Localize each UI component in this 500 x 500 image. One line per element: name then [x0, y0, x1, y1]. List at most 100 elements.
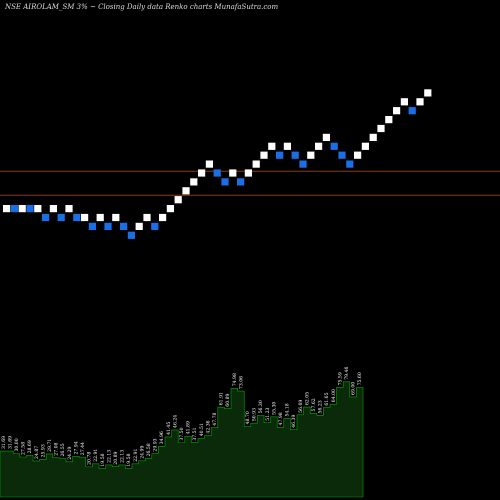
renko-brick [213, 169, 221, 177]
renko-brick [361, 142, 369, 150]
rsi-value-label: 47.78 [212, 412, 218, 425]
rsi-value-label: 56.69 [298, 400, 304, 413]
rsi-value-label: 41.45 [166, 422, 172, 435]
renko-brick [315, 142, 323, 150]
renko-brick [159, 213, 167, 222]
rsi-value-label: 30.00 [14, 438, 20, 451]
renko-brick [252, 160, 260, 168]
rsi-value-label: 19.58 [126, 453, 132, 466]
rsi-value-label: 31.69 [7, 436, 13, 449]
renko-brick [135, 222, 143, 230]
renko-brick [104, 222, 112, 230]
rsi-value-label: 79.46 [344, 367, 350, 380]
rsi-value-label: 27.08 [54, 443, 60, 456]
renko-brick [291, 151, 299, 159]
renko-brick [88, 222, 96, 230]
renko-brick [57, 213, 65, 222]
rsi-value-label: 54.18 [285, 403, 291, 416]
renko-brick [198, 169, 206, 177]
rsi-value-label: 37.51 [192, 427, 198, 440]
renko-brick [112, 213, 120, 222]
rsi-value-label: 22.13 [120, 450, 126, 463]
rsi-value-label: 27.58 [21, 442, 27, 455]
rsi-value-label: 50.93 [252, 408, 258, 421]
renko-bricks [3, 89, 432, 239]
rsi-value-label: 61.65 [324, 392, 330, 405]
renko-brick [322, 133, 330, 141]
rsi-value-label: 22.91 [133, 449, 139, 462]
renko-brick [174, 196, 182, 204]
renko-brick [354, 151, 362, 159]
rsi-area [0, 381, 364, 498]
renko-brick [369, 133, 377, 141]
rsi-value-label: 73.06 [238, 376, 244, 389]
rsi-value-label: 22.13 [106, 450, 112, 463]
renko-brick [424, 89, 432, 97]
rsi-value-label: 24.29 [67, 447, 73, 460]
renko-brick [338, 151, 346, 159]
rsi-value-label: 56.30 [258, 400, 264, 413]
rsi-value-label: 31.69 [1, 436, 7, 449]
renko-brick [42, 213, 50, 222]
renko-brick [221, 178, 229, 186]
rsi-value-label: 62.05 [304, 392, 310, 405]
renko-brick [229, 169, 237, 177]
rsi-value-label: 37.50 [179, 427, 185, 440]
rsi-value-label: 34.96 [159, 431, 165, 444]
renko-brick [120, 222, 128, 230]
chart-title: NSE AIROLAM_SM 3% ~ Closing Daily data R… [4, 3, 279, 11]
rsi-value-label: 69.00 [351, 382, 357, 395]
rsi-value-label: 75.59 [337, 372, 343, 385]
rsi-value-label: 27.94 [73, 441, 79, 454]
rsi-value-label: 51.23 [265, 407, 271, 420]
rsi-value-label: 55.30 [271, 402, 277, 415]
rsi-value-label: 20.89 [113, 451, 119, 464]
rsi-value-label: 60.89 [225, 393, 231, 406]
renko-brick [65, 205, 73, 213]
renko-brick [49, 205, 57, 213]
renko-brick [151, 222, 159, 230]
rsi-value-label: 56.23 [318, 400, 324, 413]
rsi-value-label: 46.24 [172, 415, 178, 428]
rsi-value-label: 22.91 [93, 449, 99, 462]
rsi-value-label: 61.91 [219, 392, 225, 405]
renko-brick [166, 205, 174, 213]
rsi-value-label: 24.99 [139, 446, 145, 459]
rsi-value-label: 47.98 [278, 412, 284, 425]
rsi-value-label: 74.98 [232, 373, 238, 386]
rsi-panel: 31.69 31.69 30.00 27.58 28.69 24.87 25.93 29.71… [0, 367, 364, 498]
rsi-value-label: 24.87 [34, 446, 40, 459]
renko-brick [182, 187, 190, 195]
renko-brick [416, 98, 424, 106]
renko-brick [377, 124, 385, 133]
rsi-value-label: 41.89 [186, 421, 192, 434]
renko-brick [81, 213, 89, 222]
rsi-value-label: 29.93 [153, 438, 159, 451]
renko-brick [143, 213, 151, 222]
rsi-value-label: 46.39 [291, 415, 297, 428]
renko-brick [346, 160, 354, 168]
renko-brick [73, 213, 81, 222]
renko-brick [385, 116, 393, 124]
renko-brick [276, 151, 284, 159]
renko-brick [260, 151, 268, 159]
rsi-value-label: 27.44 [80, 442, 86, 455]
renko-brick [10, 205, 18, 213]
renko-brick [3, 205, 11, 213]
renko-brick [26, 205, 34, 213]
renko-brick [283, 142, 291, 150]
renko-brick [34, 205, 42, 213]
rsi-value-label: 28.69 [27, 440, 33, 453]
rsi-value-label: 75.60 [357, 372, 363, 385]
renko-brick [18, 205, 26, 213]
rsi-value-label: 26.55 [60, 443, 66, 456]
rsi-value-label: 42.36 [205, 420, 211, 433]
renko-brick [190, 178, 198, 186]
renko-brick [299, 160, 307, 168]
rsi-value-label: 64.00 [331, 389, 337, 402]
rsi-value-label: 57.62 [311, 398, 317, 411]
renko-brick [268, 142, 276, 150]
renko-brick [393, 107, 401, 115]
